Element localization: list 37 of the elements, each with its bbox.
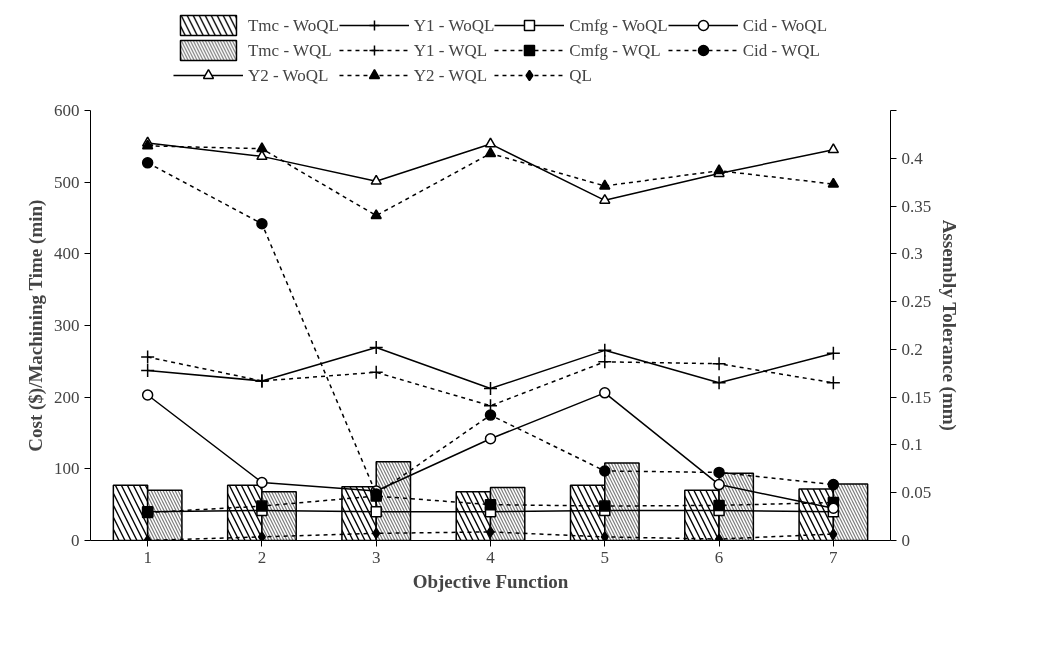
y2-tick-label: 0.25 xyxy=(901,292,932,312)
x-tick-label: 4 xyxy=(486,547,496,567)
legend-label: Cmfg - WoQL xyxy=(569,14,668,37)
legend-label: Tmc - WQL xyxy=(247,39,332,61)
y-tick-label: 500 xyxy=(54,172,80,192)
x-tick-label: 3 xyxy=(371,547,381,567)
legend-label: Cmfg - WQL xyxy=(569,39,661,62)
x-tick-label: 2 xyxy=(257,547,267,567)
y-tick-label: 400 xyxy=(54,244,80,264)
y2-tick-label: 0.3 xyxy=(901,244,923,264)
y2-tick-label: 0.15 xyxy=(901,387,932,407)
y2-tick-label: 0.2 xyxy=(901,339,923,359)
legend-label: Y1 - WQL xyxy=(413,39,488,61)
legend-label: QL xyxy=(569,64,592,86)
y2-tick-label: 0.1 xyxy=(901,435,923,455)
legend-label: Tmc - WoQL xyxy=(247,14,339,36)
y-tick-label: 0 xyxy=(71,531,80,550)
legend-label: Cid - WQL xyxy=(742,39,820,61)
y2-axis-title: Assembly Tolerance (mm) xyxy=(938,219,961,431)
y-tick-label: 200 xyxy=(54,387,80,407)
legend-label: Y2 - WoQL xyxy=(247,64,329,86)
y-axis-title: Cost ($)/Machining Time (min) xyxy=(25,199,47,452)
legend-label: Cid - WoQL xyxy=(742,14,828,36)
x-axis-title: Objective Function xyxy=(412,570,569,592)
x-tick-label: 5 xyxy=(600,547,610,567)
y2-tick-label: 0.35 xyxy=(901,196,932,216)
y-tick-label: 100 xyxy=(54,459,80,479)
y-tick-label: 300 xyxy=(54,316,80,335)
y2-tick-label: 0 xyxy=(901,531,910,550)
x-tick-label: 7 xyxy=(829,547,839,567)
y-tick-label: 600 xyxy=(54,101,80,120)
y2-tick-label: 0.4 xyxy=(901,148,924,168)
x-tick-label: 1 xyxy=(143,547,152,567)
legend-label: Y2 - WQL xyxy=(413,64,488,86)
y2-tick-label: 0.05 xyxy=(901,483,932,503)
legend-label: Y1 - WoQL xyxy=(413,14,495,36)
x-tick-label: 6 xyxy=(714,547,724,567)
